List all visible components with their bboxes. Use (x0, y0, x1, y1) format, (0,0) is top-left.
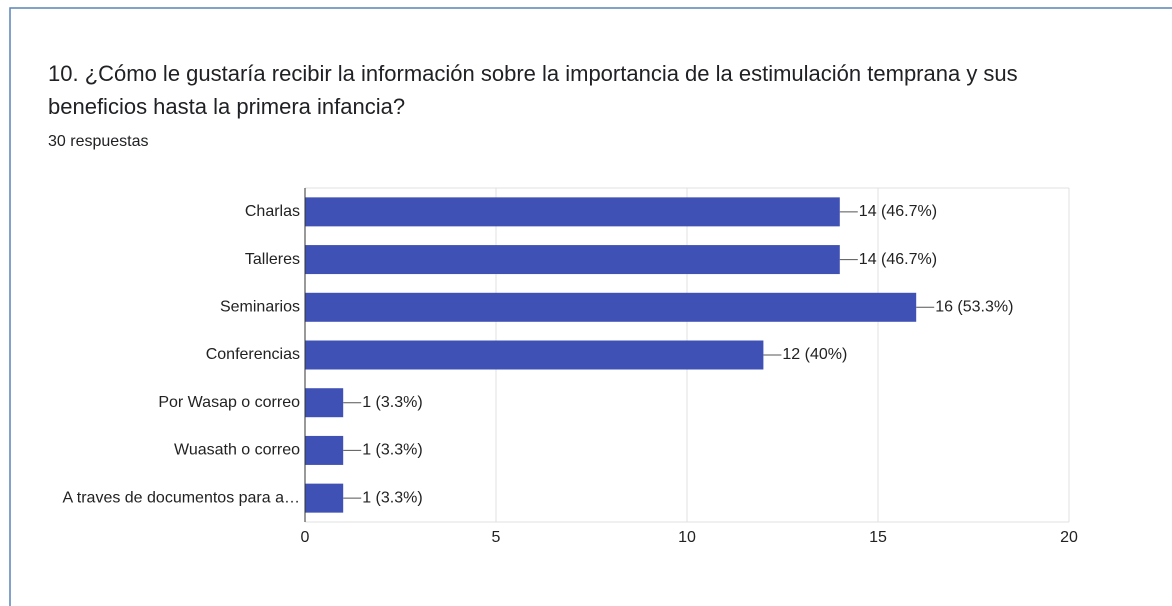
x-tick-label: 0 (301, 529, 310, 546)
value-label: 14 (46.7%) (859, 251, 937, 268)
value-label: 1 (3.3%) (362, 394, 422, 411)
value-label: 1 (3.3%) (362, 442, 422, 459)
y-tick-label: Por Wasap o correo (158, 394, 300, 411)
x-tick-label: 15 (869, 529, 887, 546)
x-tick-label: 10 (678, 529, 696, 546)
bar (305, 292, 917, 322)
bar (305, 483, 344, 513)
bar (305, 435, 344, 465)
chart-subtitle: 30 respuestas (48, 133, 149, 150)
y-tick-label: Charlas (245, 203, 300, 220)
bar (305, 197, 840, 227)
x-tick-label: 5 (492, 529, 501, 546)
chart-title: 10. ¿Cómo le gustaría recibir la informa… (48, 61, 1018, 119)
value-label: 12 (40%) (782, 346, 847, 363)
y-tick-label: Talleres (245, 251, 300, 268)
value-label: 1 (3.3%) (362, 489, 422, 506)
y-tick-label: A traves de documentos para a… (63, 489, 300, 506)
y-tick-label: Seminarios (220, 299, 300, 316)
y-tick-label: Wuasath o correo (174, 442, 300, 459)
y-tick-label: Conferencias (206, 346, 300, 363)
value-label: 14 (46.7%) (859, 203, 937, 220)
bar (305, 388, 344, 418)
value-label: 16 (53.3%) (935, 299, 1013, 316)
x-tick-label: 20 (1060, 529, 1078, 546)
bar (305, 245, 840, 275)
bar (305, 340, 764, 370)
